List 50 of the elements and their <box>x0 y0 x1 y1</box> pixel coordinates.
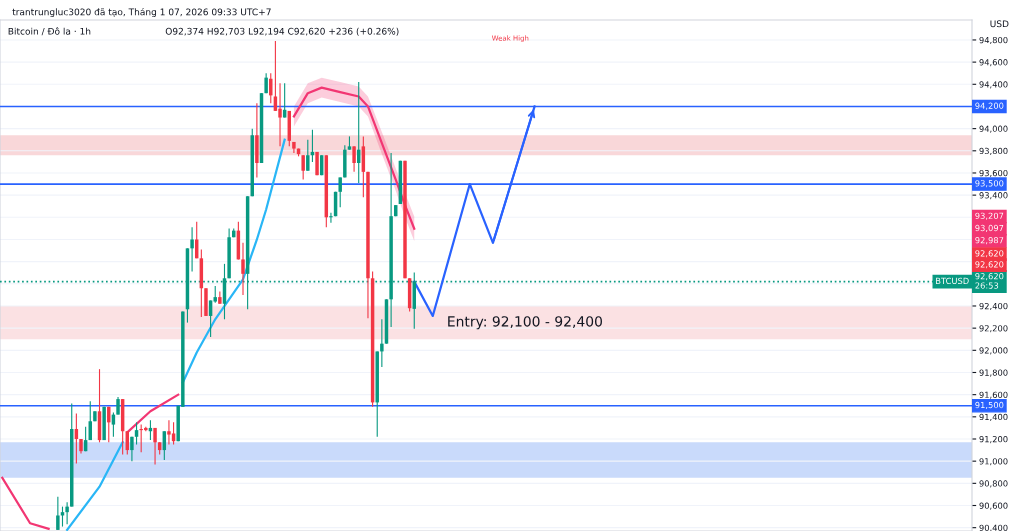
candlestick <box>134 421 139 446</box>
candlestick <box>278 82 282 147</box>
candlestick <box>107 406 111 443</box>
candlestick <box>190 226 194 273</box>
y-tick-label: 91,200 <box>979 435 1008 444</box>
candlestick <box>65 501 69 525</box>
candlestick <box>329 212 333 224</box>
text: 92,620 <box>975 250 1004 258</box>
candlestick <box>241 242 245 296</box>
y-tick-label: 93,800 <box>979 147 1008 155</box>
y-tick-label: 91,800 <box>979 369 1008 377</box>
y-tick-label: 92,400 <box>979 302 1008 311</box>
candlestick <box>338 176 342 208</box>
candlestick <box>167 419 171 446</box>
y-tick-label: 93,600 <box>979 169 1008 178</box>
text: Bitcoin / Đô la · 1h <box>8 27 91 36</box>
y-tick-label: 94,800 <box>979 36 1008 45</box>
y-tick-label: 94,000 <box>979 125 1008 133</box>
annotation: 93,207 <box>975 212 1004 220</box>
y-tick-label: 93,400 <box>979 192 1008 200</box>
text: trantrungluc3020 đã tạo, Tháng 1 07, 2026 09:33 UTC+7 <box>12 7 271 18</box>
annotation: 92,987 <box>975 237 1004 245</box>
candlestick <box>56 496 60 531</box>
candlestick <box>380 318 384 368</box>
candlestick <box>352 145 356 173</box>
y-tick-label: 91,600 <box>979 391 1008 399</box>
y-tick-label: 94,400 <box>979 81 1008 89</box>
candlestick <box>306 139 310 172</box>
y-tick-label: 94,600 <box>979 59 1008 67</box>
y-axis-title: USD <box>990 20 1009 28</box>
candlestick <box>301 154 305 181</box>
y-tick-label: 90,600 <box>979 502 1008 510</box>
band-label: Entry: 92,100 - 92,400 <box>448 316 602 330</box>
text: 92,620 <box>975 261 1004 269</box>
y-tick-label: 90,400 <box>979 524 1008 531</box>
ref-line-label: 91,500 <box>975 401 1004 410</box>
y-tick-label: 92,000 <box>979 347 1008 355</box>
y-tick-label: 91,400 <box>979 413 1008 421</box>
candlestick <box>130 436 134 462</box>
text: O92,374 H92,703 L92,194 C92,620 +236 (+0.26%) <box>165 27 399 36</box>
candlestick <box>153 427 157 466</box>
y-tick-label: 90,800 <box>979 480 1008 488</box>
y-tick-label: 91,000 <box>979 458 1008 466</box>
ref-line-label: 94,200 <box>975 102 1004 110</box>
candlestick <box>269 72 273 104</box>
ref-line-label: BTCUSD <box>936 277 969 285</box>
y-tick-label: 92,200 <box>979 325 1008 333</box>
annotation: 92,620 26:53 <box>975 273 1004 289</box>
ref-line-label: 93,500 <box>975 180 1004 188</box>
annotation: 93,097 <box>975 224 1004 232</box>
